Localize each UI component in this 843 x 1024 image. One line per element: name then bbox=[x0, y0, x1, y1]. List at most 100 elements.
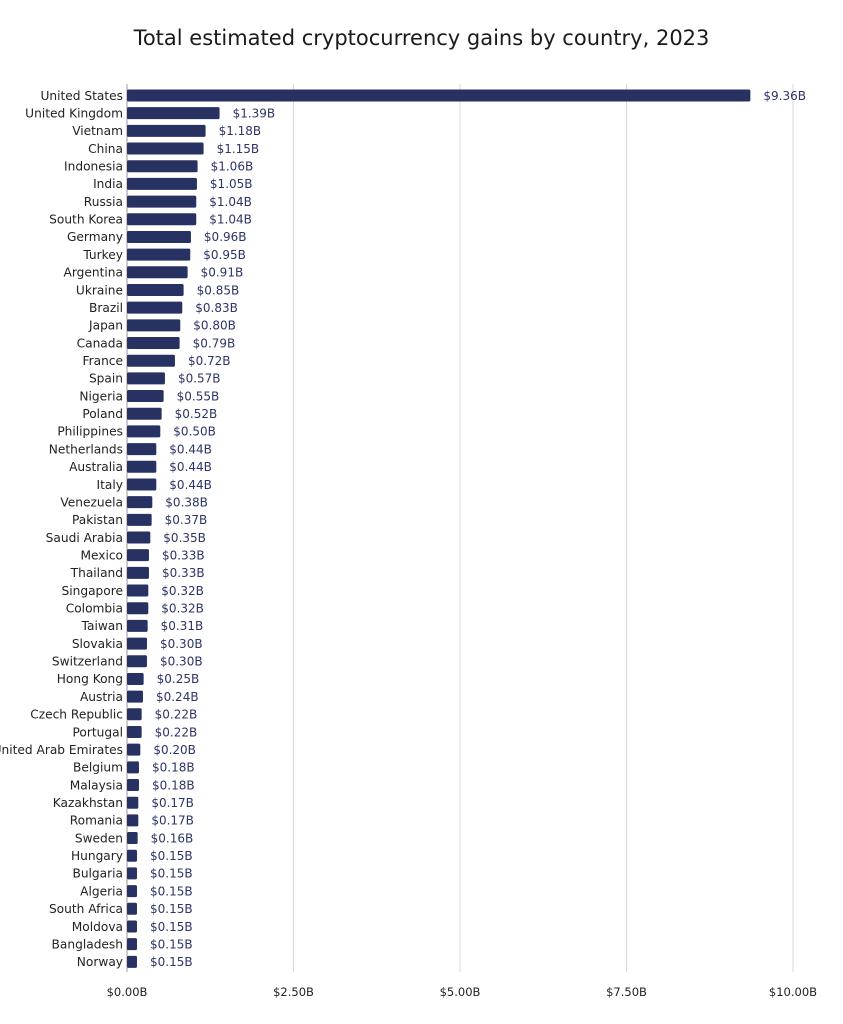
category-label: Poland bbox=[82, 407, 123, 421]
x-tick-label: $7.50B bbox=[606, 985, 647, 999]
bar bbox=[127, 690, 143, 703]
bar bbox=[127, 478, 157, 491]
category-label: Switzerland bbox=[52, 655, 123, 669]
bar bbox=[127, 142, 204, 155]
bar bbox=[127, 619, 148, 632]
value-label: $0.32B bbox=[161, 584, 204, 598]
category-label: Japan bbox=[88, 319, 123, 333]
category-label: India bbox=[93, 177, 123, 191]
bar bbox=[127, 407, 162, 420]
category-label: Slovakia bbox=[72, 637, 123, 651]
bar bbox=[127, 337, 180, 350]
category-label: Mexico bbox=[80, 548, 123, 562]
value-label: $1.39B bbox=[233, 106, 276, 120]
value-label: $0.17B bbox=[151, 796, 194, 810]
value-label: $0.15B bbox=[150, 902, 193, 916]
bar bbox=[127, 390, 164, 403]
bar bbox=[127, 779, 139, 792]
category-label: Belgium bbox=[73, 761, 123, 775]
category-label: Algeria bbox=[80, 884, 123, 898]
bar bbox=[127, 885, 137, 898]
bar bbox=[127, 124, 206, 137]
bar bbox=[127, 283, 184, 296]
bar bbox=[127, 460, 157, 473]
category-label: Bulgaria bbox=[72, 867, 123, 881]
bar bbox=[127, 230, 191, 243]
value-label: $1.18B bbox=[219, 124, 262, 138]
bar bbox=[127, 761, 139, 774]
bar bbox=[127, 89, 751, 102]
value-label: $1.04B bbox=[209, 213, 252, 227]
category-label: Indonesia bbox=[64, 160, 123, 174]
bar bbox=[127, 319, 181, 332]
category-label: Australia bbox=[69, 460, 123, 474]
category-label: Singapore bbox=[62, 584, 124, 598]
category-label: United Kingdom bbox=[25, 106, 123, 120]
value-label: $1.15B bbox=[217, 142, 260, 156]
category-label: Czech Republic bbox=[30, 708, 123, 722]
category-label: Argentina bbox=[64, 266, 123, 280]
value-label: $0.15B bbox=[150, 937, 193, 951]
bar bbox=[127, 372, 165, 385]
x-tick-label: $5.00B bbox=[440, 985, 481, 999]
value-label: $0.57B bbox=[178, 372, 221, 386]
category-label: Norway bbox=[77, 955, 123, 969]
x-tick-label: $2.50B bbox=[273, 985, 314, 999]
value-label: $0.35B bbox=[163, 531, 206, 545]
value-label: $0.15B bbox=[150, 867, 193, 881]
category-label: Ukraine bbox=[76, 283, 123, 297]
value-label: $0.22B bbox=[155, 725, 198, 739]
bar bbox=[127, 301, 183, 314]
category-label: Brazil bbox=[89, 301, 123, 315]
bar bbox=[127, 513, 152, 526]
value-label: $0.83B bbox=[195, 301, 238, 315]
bar bbox=[127, 796, 139, 809]
bar bbox=[127, 248, 191, 261]
category-label: Moldova bbox=[72, 920, 123, 934]
category-label: South Korea bbox=[49, 213, 123, 227]
category-label: Germany bbox=[67, 230, 123, 244]
bar bbox=[127, 566, 149, 579]
category-label: Hong Kong bbox=[57, 672, 123, 686]
bar bbox=[127, 672, 144, 685]
bar bbox=[127, 902, 137, 915]
category-label: United States bbox=[40, 89, 123, 103]
value-label: $0.25B bbox=[157, 672, 200, 686]
bar bbox=[127, 849, 137, 862]
category-label: Italy bbox=[97, 478, 123, 492]
category-label: Vietnam bbox=[72, 124, 123, 138]
category-label: Philippines bbox=[57, 425, 123, 439]
value-label: $0.33B bbox=[162, 566, 205, 580]
value-label: $0.96B bbox=[204, 230, 247, 244]
value-label: $0.44B bbox=[169, 442, 212, 456]
value-label: $0.30B bbox=[160, 655, 203, 669]
value-label: $0.91B bbox=[201, 266, 244, 280]
value-label: $1.05B bbox=[210, 177, 253, 191]
value-label: $1.06B bbox=[211, 160, 254, 174]
value-label: $0.18B bbox=[152, 778, 195, 792]
bar bbox=[127, 213, 197, 226]
category-label: Sweden bbox=[75, 831, 123, 845]
value-label: $0.30B bbox=[160, 637, 203, 651]
value-label: $0.79B bbox=[193, 336, 236, 350]
bar bbox=[127, 602, 149, 615]
bar bbox=[127, 195, 197, 208]
category-label: Malaysia bbox=[70, 778, 123, 792]
value-label: $0.18B bbox=[152, 761, 195, 775]
value-label: $0.72B bbox=[188, 354, 231, 368]
category-label: Kazakhstan bbox=[53, 796, 123, 810]
value-label: $0.52B bbox=[175, 407, 218, 421]
bar bbox=[127, 160, 198, 173]
bar bbox=[127, 531, 151, 544]
category-label: Spain bbox=[89, 372, 123, 386]
bar bbox=[127, 743, 141, 756]
value-label: $1.04B bbox=[209, 195, 252, 209]
bar bbox=[127, 425, 161, 438]
category-label: Pakistan bbox=[72, 513, 123, 527]
bar bbox=[127, 549, 149, 562]
value-label: $9.36B bbox=[763, 89, 806, 103]
bar bbox=[127, 832, 138, 845]
bar bbox=[127, 655, 147, 668]
category-label: Nigeria bbox=[79, 389, 123, 403]
